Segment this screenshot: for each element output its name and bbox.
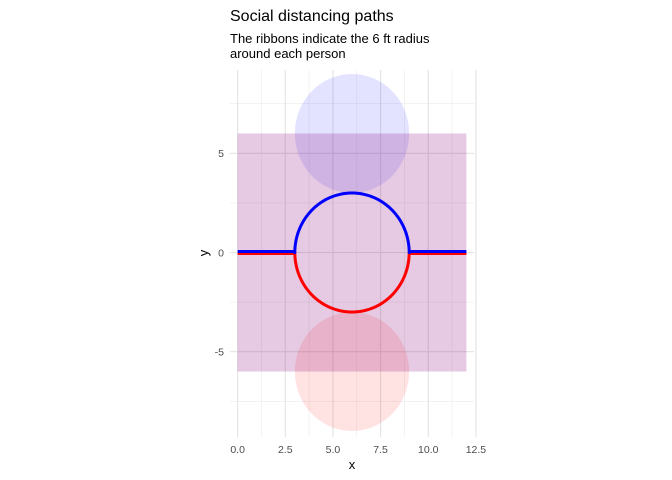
x-tick-label: 5.0 bbox=[326, 444, 341, 456]
series bbox=[237, 191, 467, 314]
chart-subtitle-line-2: around each person bbox=[230, 46, 346, 61]
series-line-1 bbox=[237, 251, 467, 314]
y-tick-label: 5 bbox=[218, 148, 224, 160]
tick-labels: 0.0 2.5 5.0 7.5 10.0 12.5 -5 0 5 bbox=[215, 148, 487, 456]
series-line-2 bbox=[237, 191, 467, 255]
x-tick-label: 12.5 bbox=[466, 444, 487, 456]
x-tick-label: 10.0 bbox=[418, 444, 439, 456]
x-axis-title: x bbox=[349, 457, 356, 472]
x-tick-label: 0.0 bbox=[230, 444, 245, 456]
y-axis-title: y bbox=[196, 249, 211, 256]
chart-title: Social distancing paths bbox=[230, 8, 394, 25]
ribbon-circle-1 bbox=[294, 73, 410, 193]
y-tick-label: 0 bbox=[218, 247, 224, 259]
ribbon-circle-2 bbox=[294, 312, 410, 432]
chart-subtitle-line-1: The ribbons indicate the 6 ft radius bbox=[230, 31, 430, 46]
y-tick-label: -5 bbox=[215, 346, 224, 358]
x-tick-label: 7.5 bbox=[373, 444, 388, 456]
x-tick-label: 2.5 bbox=[278, 444, 293, 456]
